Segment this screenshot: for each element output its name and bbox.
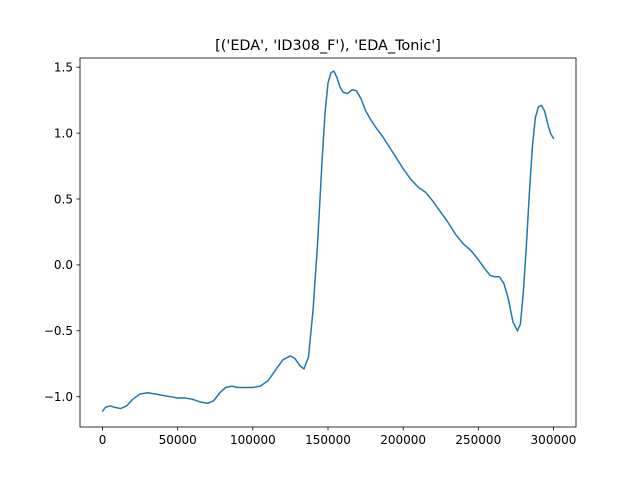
x-tick-label: 200000 [380,433,426,447]
x-tick-label: 150000 [305,433,351,447]
x-tick-label: 250000 [455,433,501,447]
y-tick-label: 0.5 [54,192,73,206]
y-axis: −1.0 −0.5 0.0 0.5 1.0 1.5 [44,61,80,404]
y-tick-label: −1.0 [44,390,73,404]
x-tick-label: 50000 [159,433,197,447]
y-tick-label: 1.0 [54,126,73,140]
x-tick-label: 100000 [230,433,276,447]
y-tick-label: 1.5 [54,61,73,75]
x-tick-label: 0 [99,433,107,447]
line-layer [101,70,555,412]
x-tick-label: 300000 [531,433,577,447]
chart-title: [('EDA', 'ID308_F'), 'EDA_Tonic'] [215,38,441,54]
y-tick-label: −0.5 [44,324,73,338]
plot-frame [79,57,577,428]
y-tick-label: 0.0 [54,258,73,272]
x-axis: 0 50000 100000 150000 200000 250000 300000 [99,427,577,447]
series-line-0 [101,70,555,412]
